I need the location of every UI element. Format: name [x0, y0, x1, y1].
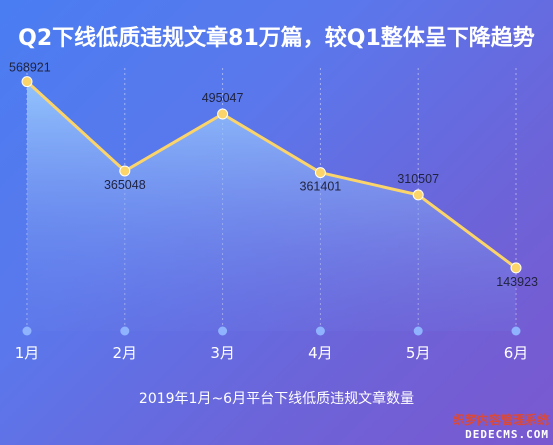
axis-dot-6: [511, 326, 521, 336]
x-tick-label-1: 1月: [15, 344, 40, 362]
area-fill: [27, 81, 516, 332]
x-tick-label-4: 4月: [308, 344, 333, 362]
data-label-3: 495047: [202, 91, 244, 105]
x-tick-label-2: 2月: [113, 344, 138, 362]
data-label-5: 310507: [397, 172, 439, 186]
axis-dot-3: [218, 326, 228, 336]
data-point-3: [217, 108, 229, 120]
data-point-4: [314, 167, 326, 179]
axis-dot-1: [22, 326, 32, 336]
axis-dot-5: [413, 326, 423, 336]
axis-dot-2: [120, 326, 130, 336]
watermark-logo: 织梦内容管理系统 DEDECMS.COM: [431, 411, 549, 441]
x-tick-label-3: 3月: [210, 344, 235, 362]
data-label-4: 361401: [300, 180, 342, 194]
data-point-2: [119, 165, 131, 177]
data-label-6: 143923: [496, 275, 538, 289]
data-point-1: [21, 76, 33, 88]
chart-title: Q2下线低质违规文章81万篇，较Q1整体呈下降趋势: [18, 26, 535, 51]
watermark-text: 织梦内容管理系统: [452, 413, 549, 427]
data-point-6: [510, 262, 522, 274]
x-tick-label-6: 6月: [504, 344, 529, 362]
watermark-domain: DEDECMS.COM: [465, 428, 549, 441]
axis-dot-4: [315, 326, 325, 336]
x-tick-label-5: 5月: [406, 344, 431, 362]
data-label-2: 365048: [104, 178, 146, 192]
chart-caption: 2019年1月~6月平台下线低质违规文章数量: [138, 391, 415, 407]
data-label-1: 568921: [9, 61, 51, 75]
series-line: [25, 80, 517, 270]
data-point-5: [412, 189, 424, 201]
